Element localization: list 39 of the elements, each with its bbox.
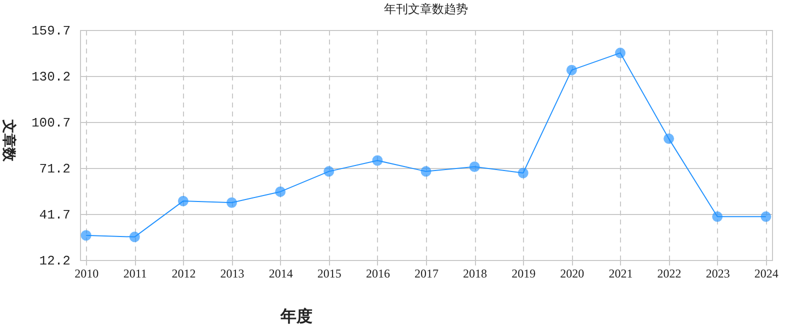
x-tick-label: 2013 (220, 266, 244, 280)
point (469, 162, 480, 172)
point (226, 197, 237, 208)
x-tick-label: 2021 (608, 266, 633, 280)
x-axis-title: 年度 (280, 306, 312, 326)
point (615, 48, 626, 58)
x-tick-label: 2019 (512, 266, 536, 280)
y-tick-label: 71.2 (39, 162, 70, 176)
x-tick-label: 2010 (74, 266, 99, 280)
x-tick-label: 2017 (414, 266, 438, 280)
x-tick-label: 2018 (463, 266, 488, 280)
x-tick-label: 2015 (317, 266, 342, 280)
point (129, 232, 140, 242)
point (566, 64, 577, 76)
y-tick-label: 159.7 (31, 24, 70, 38)
x-tick-label: 2016 (366, 266, 390, 280)
point (372, 155, 383, 166)
y-axis-title: 文章数 (0, 118, 18, 162)
point (275, 186, 286, 197)
chart-title: 年刊文章数趋势 (384, 2, 468, 16)
y-tick-label: 12.2 (39, 254, 70, 268)
y-tick-label: 100.7 (31, 116, 70, 130)
x-tick-label: 2012 (172, 266, 196, 280)
x-tick-label: 2023 (706, 266, 730, 280)
point (178, 196, 188, 206)
point (324, 166, 334, 177)
point (712, 211, 723, 222)
x-tick-label: 2020 (560, 266, 584, 280)
y-tick-label: 41.7 (39, 208, 70, 222)
x-tick-label: 2011 (123, 266, 147, 280)
point (518, 168, 528, 178)
x-tick-label: 2024 (754, 266, 778, 280)
y-tick-label: 130.2 (31, 70, 70, 84)
point (420, 166, 432, 177)
point (664, 133, 674, 144)
point (760, 211, 772, 222)
point (80, 230, 92, 241)
x-tick-label: 2014 (268, 266, 293, 280)
x-tick-label: 2022 (657, 266, 682, 280)
